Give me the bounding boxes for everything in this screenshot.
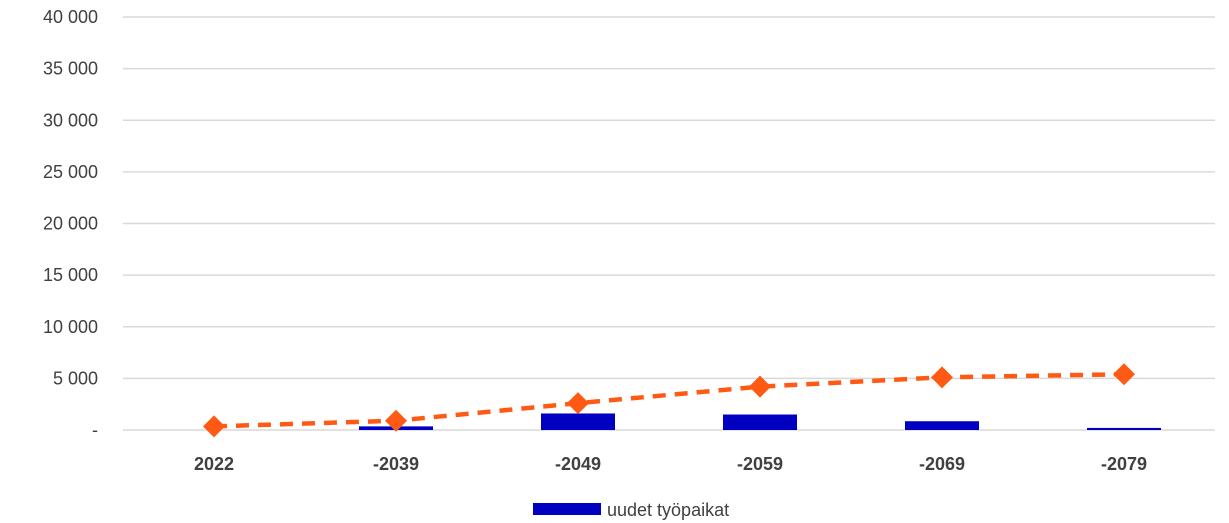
y-tick-label: 35 000	[43, 59, 98, 79]
y-tick-label: 10 000	[43, 317, 98, 337]
y-tick-label: 20 000	[43, 214, 98, 234]
y-tick-label: 15 000	[43, 265, 98, 285]
legend-swatch	[533, 503, 601, 515]
bar	[905, 421, 979, 430]
x-category-label: -2039	[373, 454, 419, 474]
legend-label: uudet työpaikat	[607, 500, 729, 520]
line-point-marker	[931, 366, 953, 389]
x-category-label: -2059	[737, 454, 783, 474]
x-category-label: 2022	[194, 454, 234, 474]
line-point-marker	[749, 375, 771, 398]
bar	[541, 413, 615, 430]
line-point-marker	[385, 409, 407, 432]
line-point-marker	[567, 392, 589, 415]
line-point-marker	[1113, 363, 1135, 386]
bar	[723, 414, 797, 430]
y-tick-label: 5 000	[53, 368, 98, 388]
x-category-label: -2049	[555, 454, 601, 474]
x-axis-category-labels: 2022 -2039 -2049 -2059 -2069 -2079	[194, 454, 1147, 474]
y-tick-label: 25 000	[43, 162, 98, 182]
gridlines	[123, 16, 1215, 431]
x-category-label: -2069	[919, 454, 965, 474]
x-category-label: -2079	[1101, 454, 1147, 474]
line-series	[203, 363, 1135, 438]
line-path	[213, 371, 1125, 429]
bar	[1087, 427, 1161, 430]
legend: uudet työpaikat	[533, 500, 729, 520]
bar-series	[359, 413, 1161, 430]
line-point-marker	[203, 415, 225, 438]
y-tick-label: 40 000	[43, 7, 98, 27]
y-axis-tick-labels: - 5 000 10 000 15 000 20 000 25 000 30 000 35 0…	[43, 7, 98, 440]
y-tick-label: -	[92, 420, 98, 440]
y-tick-label: 30 000	[43, 110, 98, 130]
